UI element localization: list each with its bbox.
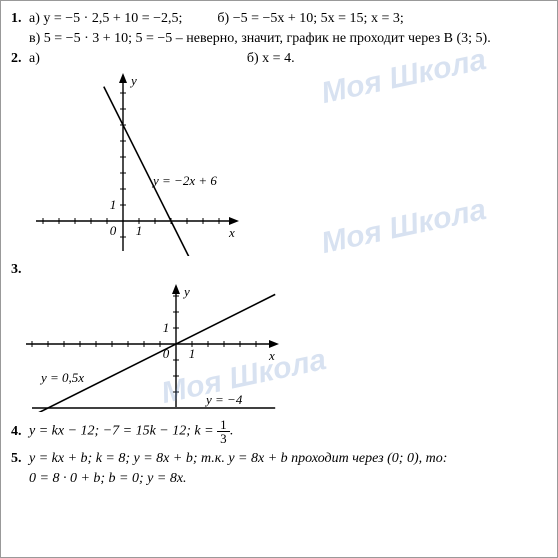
p4-frac-num: 1 xyxy=(217,418,230,432)
svg-text:y = −2x + 6: y = −2x + 6 xyxy=(151,173,217,188)
svg-text:1: 1 xyxy=(136,223,143,238)
p1-c: в) 5 = −5 · 3 + 10; 5 = −5 – неверно, зн… xyxy=(29,31,547,47)
p3-chart-wrap: 011xyy = 0,5xy = −4 xyxy=(21,282,547,412)
p4-text-before: y = kx − 12; −7 = 15k − 12; k = xyxy=(29,424,217,439)
p2-line: 2. а) б) x = 4. xyxy=(11,51,547,67)
p4-fraction: 1 3 xyxy=(217,418,230,445)
p1-line-ab: 1. а) y = −5 · 2,5 + 10 = −2,5; б) −5 = … xyxy=(11,11,547,27)
p4-number: 4. xyxy=(11,424,22,439)
svg-text:y = 0,5x: y = 0,5x xyxy=(39,370,84,385)
p1-number: 1. xyxy=(11,11,22,26)
p5-line1: 5. y = kx + b; k = 8; y = 8x + b; т.к. y… xyxy=(11,451,547,467)
svg-text:y: y xyxy=(182,284,190,299)
p5-l2: 0 = 8 · 0 + b; b = 0; y = 8x. xyxy=(29,471,547,487)
svg-text:1: 1 xyxy=(110,197,117,212)
p2-chart-wrap: 0 1 1 x y y = −2x + 6 xyxy=(31,71,547,256)
svg-text:1: 1 xyxy=(189,346,196,361)
page-content: 1. а) y = −5 · 2,5 + 10 = −2,5; б) −5 = … xyxy=(0,0,558,558)
svg-text:0: 0 xyxy=(110,223,117,238)
p4-text-after: . xyxy=(230,424,234,439)
p5-l1: y = kx + b; k = 8; y = 8x + b; т.к. y = … xyxy=(29,451,447,466)
p1-a: а) y = −5 · 2,5 + 10 = −2,5; xyxy=(29,11,182,26)
p2-number: 2. xyxy=(11,51,22,66)
svg-text:1: 1 xyxy=(163,320,170,335)
svg-text:y = −4: y = −4 xyxy=(204,392,243,407)
p1-b: б) −5 = −5x + 10; 5x = 15; x = 3; xyxy=(217,11,403,26)
p3-line: 3. xyxy=(11,262,547,278)
p5-number: 5. xyxy=(11,451,22,466)
p3-number: 3. xyxy=(11,262,22,277)
p2-a-label: а) xyxy=(29,51,40,66)
p2-chart: 0 1 1 x y y = −2x + 6 xyxy=(31,71,241,256)
p3-chart: 011xyy = 0,5xy = −4 xyxy=(21,282,281,412)
p4-line: 4. y = kx − 12; −7 = 15k − 12; k = 1 3 . xyxy=(11,418,547,445)
p4-frac-den: 3 xyxy=(217,432,230,445)
svg-text:x: x xyxy=(268,348,275,363)
svg-text:x: x xyxy=(228,225,235,240)
p2-b-label: б) x = 4. xyxy=(247,51,295,66)
svg-text:y: y xyxy=(129,73,137,88)
